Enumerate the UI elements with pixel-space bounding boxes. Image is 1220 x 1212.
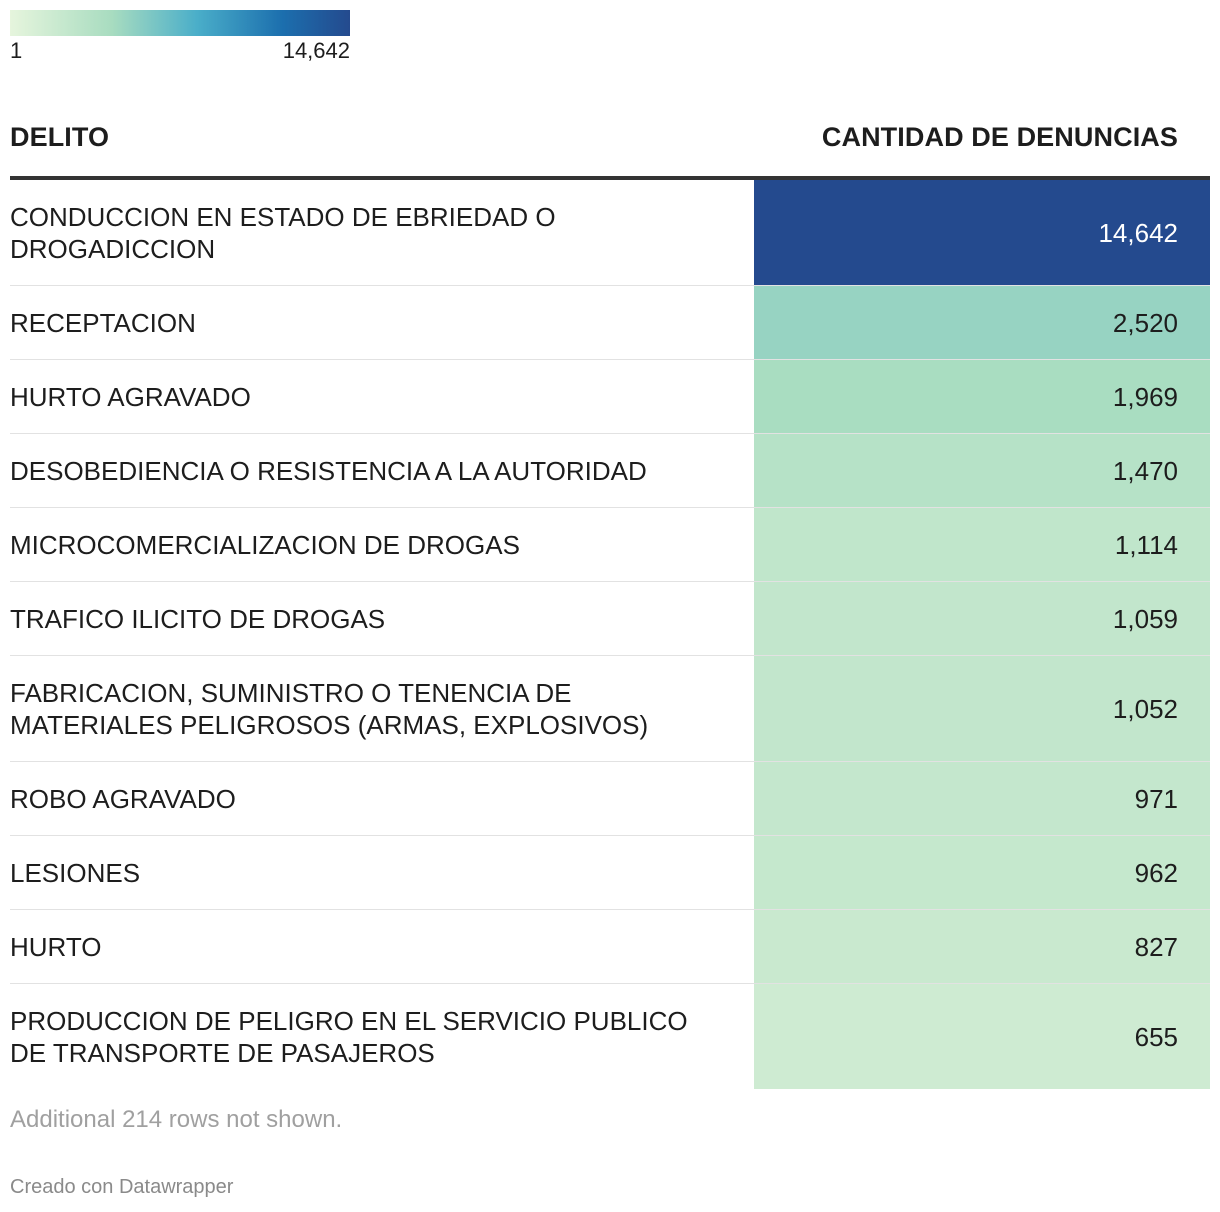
table-row: FABRICACION, SUMINISTRO O TENENCIA DE MA… (10, 656, 1210, 762)
row-delito: LESIONES (10, 857, 141, 888)
row-value: 962 (754, 836, 1210, 909)
row-delito: HURTO (10, 931, 102, 962)
row-value: 1,059 (754, 582, 1210, 655)
table-row: RECEPTACION 2,520 (10, 286, 1210, 360)
row-value: 655 (754, 984, 1210, 1089)
table-header: DELITO CANTIDAD DE DENUNCIAS (10, 118, 1210, 180)
rows-not-shown-note: Additional 214 rows not shown. (10, 1106, 343, 1133)
row-delito: DESOBEDIENCIA O RESISTENCIA A LA AUTORID… (10, 455, 647, 486)
row-value: 1,114 (754, 508, 1210, 581)
legend-max-label: 14,642 (282, 38, 350, 63)
row-value: 1,969 (754, 360, 1210, 433)
row-value: 1,052 (754, 656, 1210, 761)
data-table: DELITO CANTIDAD DE DENUNCIAS CONDUCCION … (10, 118, 1210, 1089)
table-row: CONDUCCION EN ESTADO DE EBRIEDAD O DROGA… (10, 180, 1210, 286)
row-value: 2,520 (754, 286, 1210, 359)
row-delito: RECEPTACION (10, 307, 196, 338)
legend-gradient-bar (10, 10, 350, 36)
datawrapper-credit[interactable]: Creado con Datawrapper (10, 1176, 234, 1198)
color-legend: 1 14,642 (10, 10, 350, 66)
table-row: MICROCOMERCIALIZACION DE DROGAS 1,114 (10, 508, 1210, 582)
row-delito: ROBO AGRAVADO (10, 783, 236, 814)
row-value: 1,470 (754, 434, 1210, 507)
row-delito: MICROCOMERCIALIZACION DE DROGAS (10, 529, 520, 560)
table-row: HURTO AGRAVADO 1,969 (10, 360, 1210, 434)
row-delito: TRAFICO ILICITO DE DROGAS (10, 603, 386, 634)
table-row: TRAFICO ILICITO DE DROGAS 1,059 (10, 582, 1210, 656)
header-cantidad[interactable]: CANTIDAD DE DENUNCIAS (821, 122, 1178, 152)
table-row: DESOBEDIENCIA O RESISTENCIA A LA AUTORID… (10, 434, 1210, 508)
row-value: 971 (754, 762, 1210, 835)
table-row: HURTO 827 (10, 910, 1210, 984)
legend-labels: 1 14,642 (10, 36, 350, 66)
row-value: 827 (754, 910, 1210, 983)
row-delito: FABRICACION, SUMINISTRO O TENENCIA DE MA… (10, 677, 649, 740)
table-row: LESIONES 962 (10, 836, 1210, 910)
table-row: PRODUCCION DE PELIGRO EN EL SERVICIO PUB… (10, 984, 1210, 1089)
row-value: 14,642 (754, 180, 1210, 285)
row-delito: HURTO AGRAVADO (10, 381, 251, 412)
header-delito[interactable]: DELITO (10, 122, 110, 152)
row-delito: PRODUCCION DE PELIGRO EN EL SERVICIO PUB… (10, 1005, 688, 1068)
legend-min-label: 1 (10, 38, 23, 63)
row-delito: CONDUCCION EN ESTADO DE EBRIEDAD O DROGA… (10, 201, 556, 264)
table-row: ROBO AGRAVADO 971 (10, 762, 1210, 836)
